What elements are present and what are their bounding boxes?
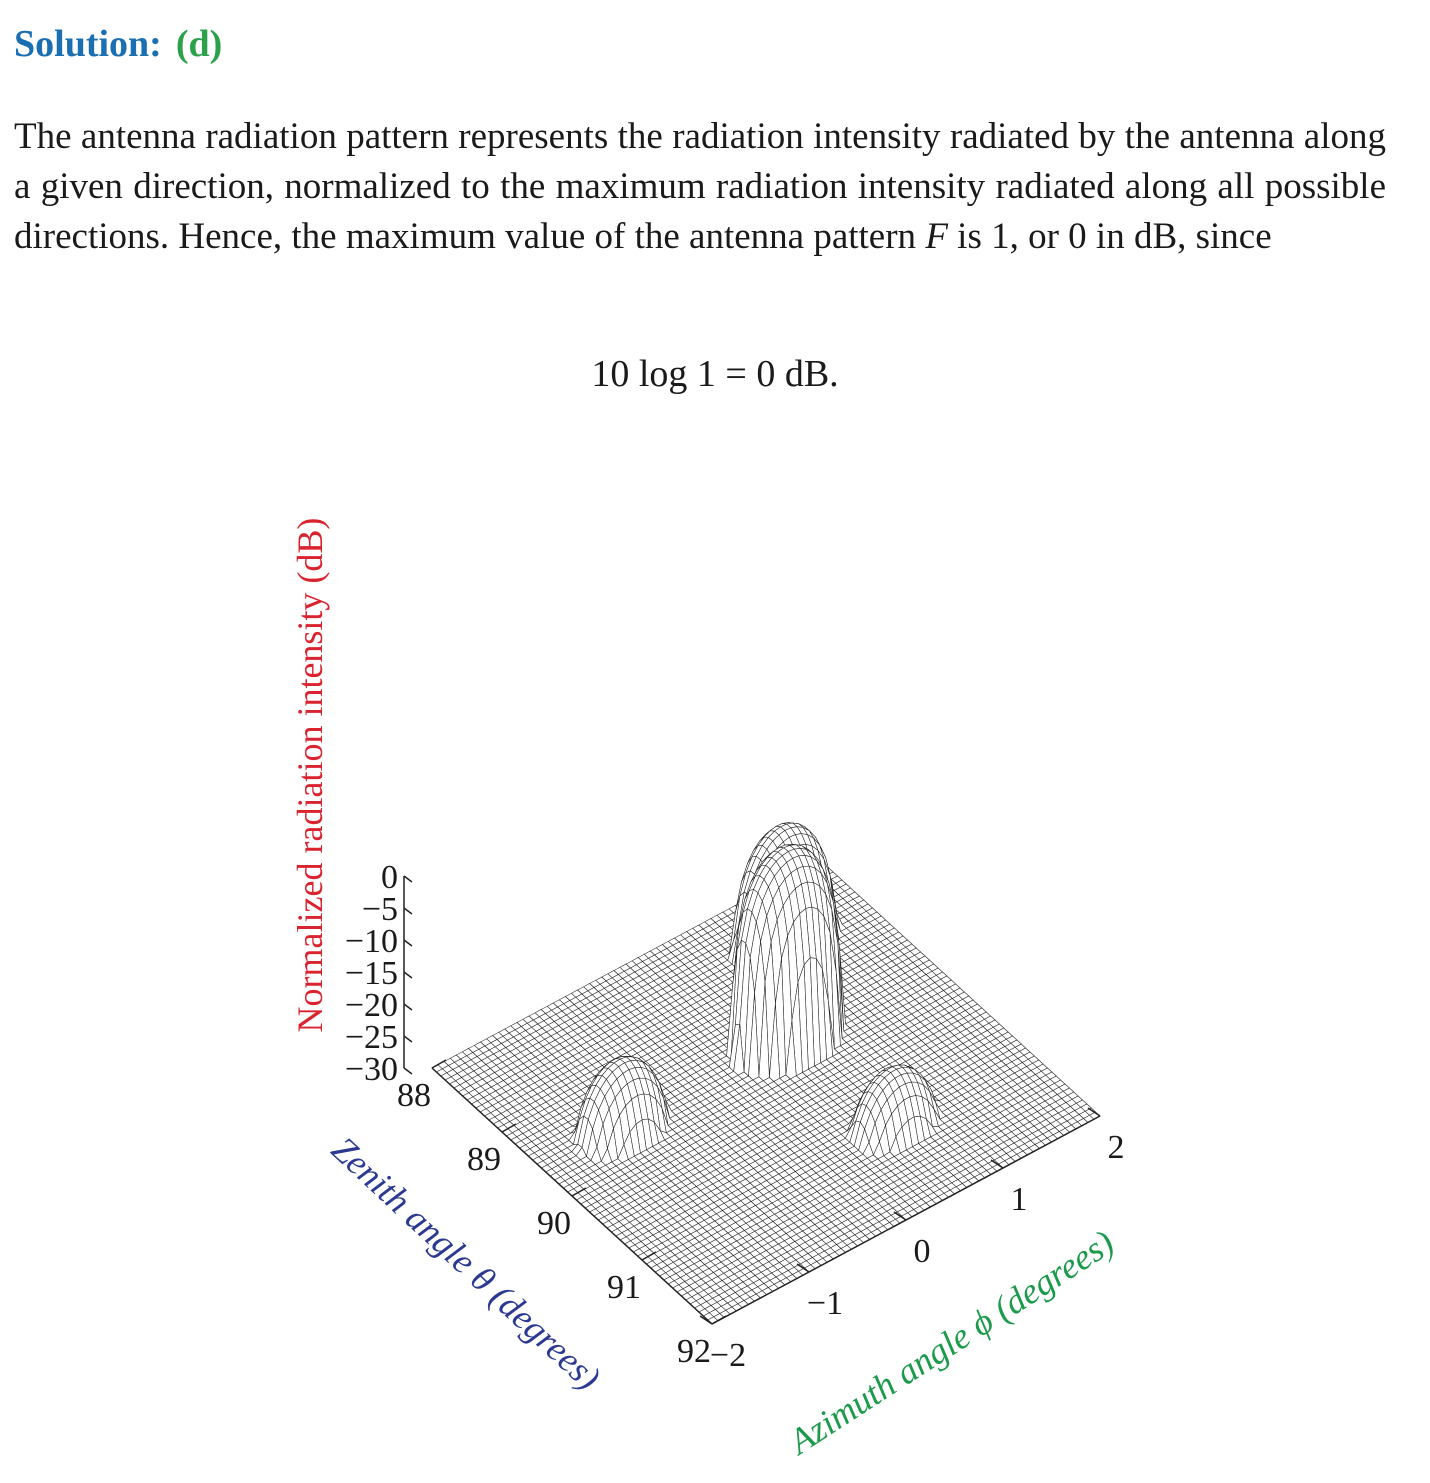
solution-answer: (d)	[175, 23, 223, 65]
solution-heading: Solution: (d)	[14, 22, 222, 66]
z-axis-title: Normalized radiation intensity (dB)	[290, 518, 330, 1033]
theta-tick-label: 89	[467, 1141, 501, 1178]
z-tick	[403, 1003, 413, 1011]
theta-tick-label: 90	[537, 1205, 571, 1242]
theta-tick-label: 91	[607, 1269, 641, 1306]
theta-tick-label: 92	[677, 1333, 711, 1370]
solution-label: Solution:	[14, 23, 162, 65]
theta-tick-label: 88	[397, 1077, 431, 1114]
z-tick	[403, 971, 413, 979]
z-tick-label: −30	[345, 1051, 398, 1088]
phi-tick-label: −1	[807, 1285, 843, 1322]
explanation-paragraph: The antenna radiation pattern represents…	[14, 112, 1386, 262]
z-tick	[403, 1035, 413, 1043]
z-tick	[403, 939, 413, 947]
paragraph-text-1: The antenna radiation pattern represents…	[14, 116, 1386, 257]
phi-tick-label: 0	[914, 1233, 931, 1270]
phi-tick-label: 1	[1011, 1181, 1028, 1218]
pattern-variable: F	[925, 216, 948, 257]
phi-tick-label: 2	[1108, 1129, 1125, 1166]
z-tick	[403, 875, 413, 883]
z-tick	[403, 907, 413, 915]
equation: 10 log 1 = 0 dB.	[591, 353, 839, 395]
surface-mesh	[431, 822, 1101, 1325]
paragraph-text-2: is 1, or 0 in dB, since	[947, 216, 1272, 257]
z-tick	[403, 1067, 413, 1075]
phi-tick-label: −2	[710, 1337, 746, 1374]
